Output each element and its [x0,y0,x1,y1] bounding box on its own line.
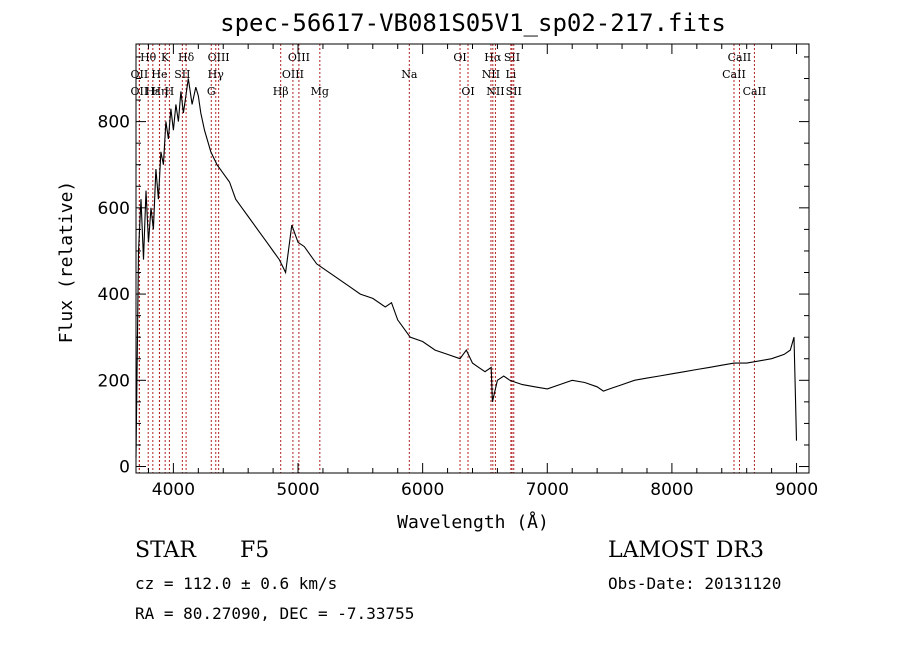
line-label-15: Hβ [273,85,289,98]
spectrum-series [135,78,798,458]
x-tick-label-1: 5000 [276,480,319,500]
line-label-19: OI [461,85,474,98]
line-label-20: Hα [484,51,502,64]
x-axis-ticks: 4000 5000 6000 7000 8000 9000 [147,44,818,500]
redshift-cz: cz = 112.0 ± 0.6 km/s [135,574,338,593]
line-label-17: Na [401,68,418,81]
line-label-14: OIII [282,68,304,81]
line-label-5: K [161,51,170,64]
coordinates: RA = 80.27090, DEC = -7.33755 [135,604,415,623]
x-tick-label-0: 4000 [152,480,195,500]
line-label-1: OII [131,68,149,81]
line-label-2: OII [131,85,149,98]
line-label-0: Hθ [140,51,157,64]
y-axis-ticks: 0 200 400 600 800 [98,56,809,478]
line-label-16: Mg [311,85,329,98]
object-subclass: F5 [240,538,270,563]
y-tick-label-1: 200 [98,371,130,391]
line-label-21: SII [504,51,520,64]
line-label-6: He [151,68,167,81]
line-label-28: CaII [743,85,767,98]
line-label-13: OIII [288,51,310,64]
line-label-24: NII [486,85,504,98]
y-tick-label-2: 400 [98,285,130,305]
y-axis-title: Flux (relative) [56,181,77,344]
line-label-10: OIII [208,51,230,64]
object-class: STAR [135,538,196,563]
chart-title: spec-56617-VB081S05V1_sp02-217.fits [220,9,726,37]
x-tick-label-5: 9000 [775,480,818,500]
y-tick-label-0: 0 [119,458,130,478]
y-tick-label-3: 600 [98,199,130,219]
line-label-7: H [165,85,175,98]
line-label-25: SII [506,85,522,98]
line-label-23: Li [505,68,516,81]
x-axis-title: Wavelength (Å) [397,511,549,533]
spectrum-chart: spec-56617-VB081S05V1_sp02-217.fits Hθ OI… [56,9,818,533]
x-tick-label-4: 8000 [650,480,693,500]
x-tick-label-2: 6000 [401,480,444,500]
y-tick-label-4: 800 [98,113,130,133]
plot-frame [135,43,810,474]
line-label-12: G [207,85,216,98]
survey-name: LAMOST DR3 [608,538,764,563]
observation-date: Obs-Date: 20131120 [608,574,782,593]
line-label-9: Hδ [178,51,195,64]
line-label-26: CaII [728,51,752,64]
line-label-27: CaII [722,68,746,81]
line-label-11: Hγ [208,68,225,81]
line-label-3: Hε [145,85,161,98]
x-tick-label-3: 7000 [526,480,569,500]
line-label-18: OI [453,51,466,64]
line-label-4: Hη [151,85,167,98]
line-label-22: NII [482,68,500,81]
